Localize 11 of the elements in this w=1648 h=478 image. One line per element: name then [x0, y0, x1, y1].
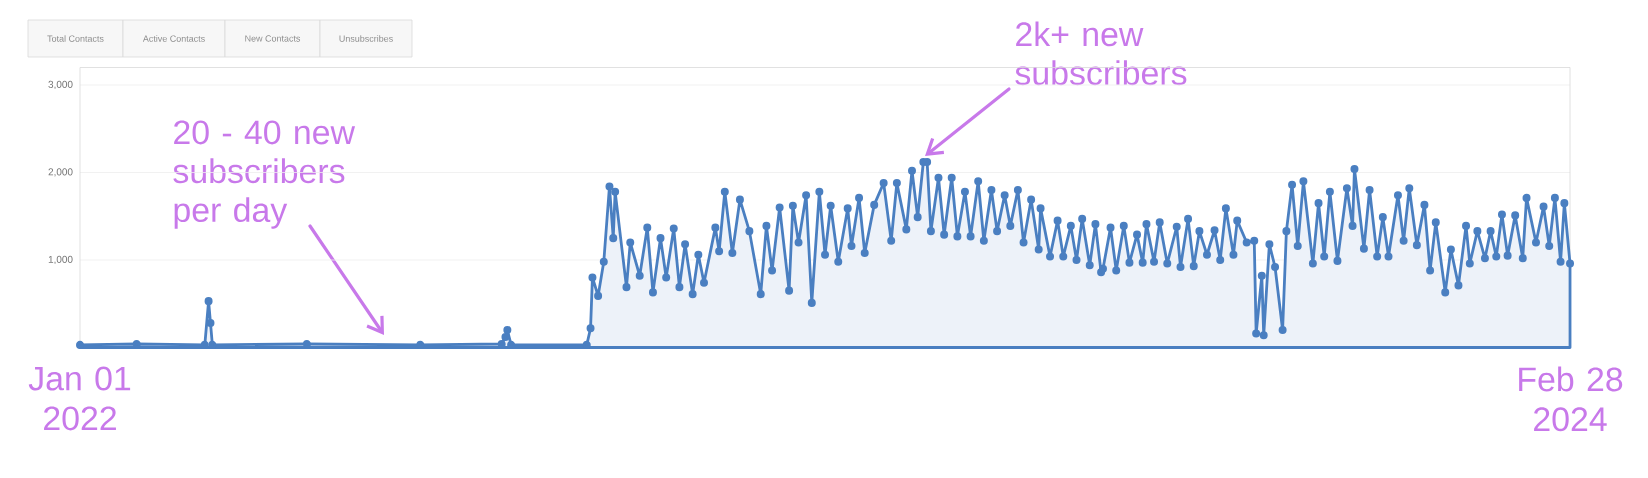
- text: Active Contacts: [142, 35, 205, 42]
- x-tick-label: Feb 28 2024: [1519, 366, 1623, 432]
- y-tick-label: 3,000: [48, 80, 73, 90]
- text: Total Contacts: [47, 35, 104, 42]
- x-tick-label: Jan 01 2022: [28, 366, 131, 431]
- text: New Contacts: [245, 35, 301, 42]
- y-tick-label: 1,000: [48, 255, 73, 265]
- text: Unsubscribes: [339, 35, 393, 42]
- y-tick-label: 2,000: [48, 168, 73, 177]
- annotation: 2k+ new subscribers: [1015, 21, 1187, 86]
- annotation: 20 - 40 new subscribers per day: [173, 120, 356, 229]
